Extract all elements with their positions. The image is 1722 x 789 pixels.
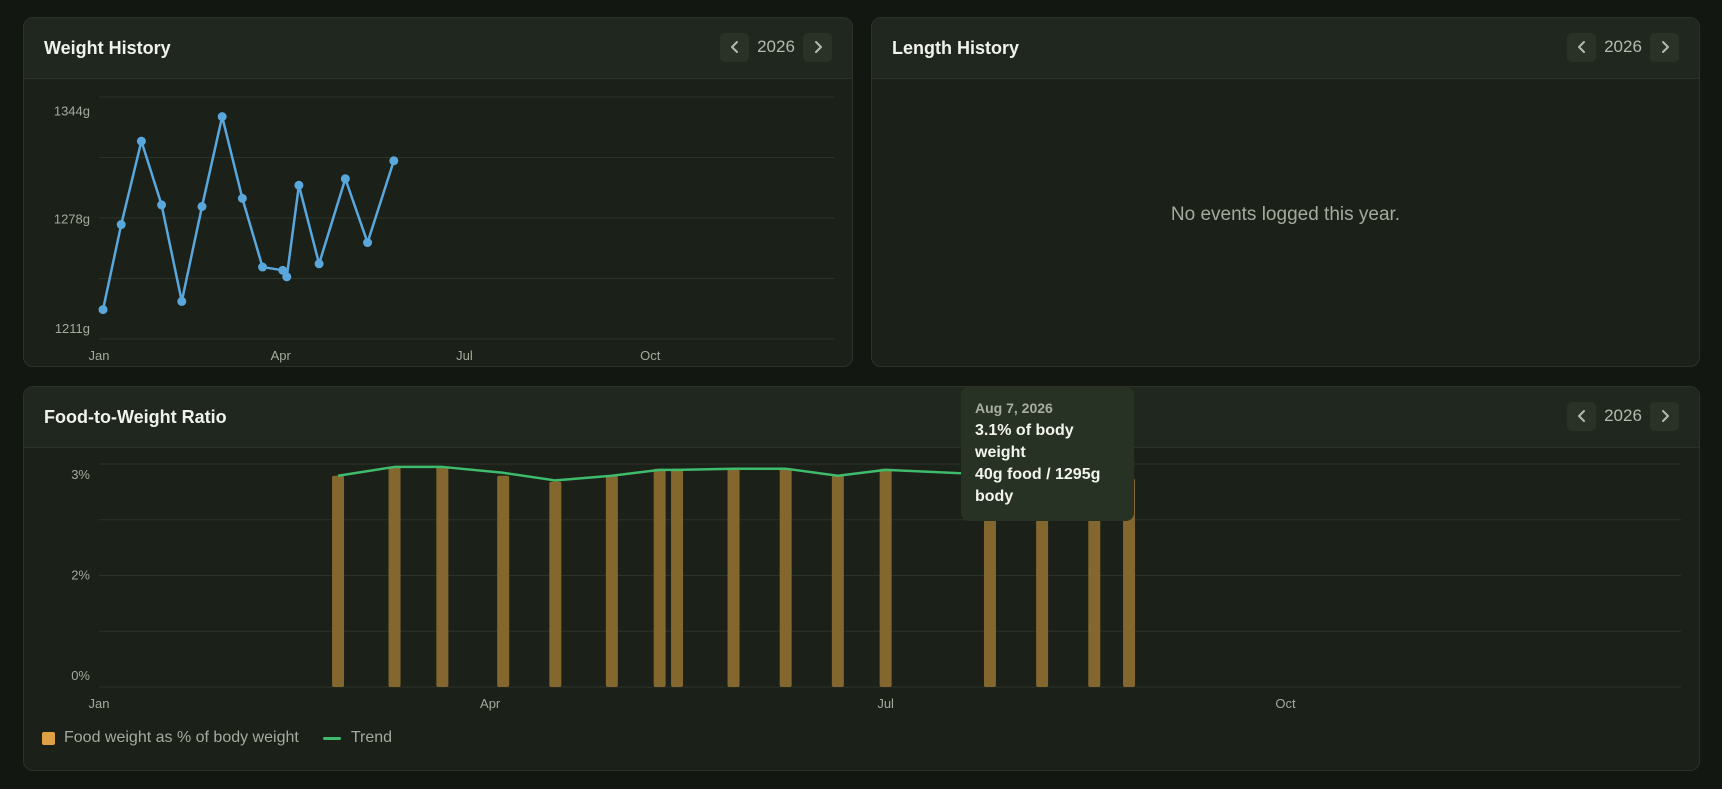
chevron-left-icon	[730, 41, 738, 53]
length-prev-year-button[interactable]	[1567, 32, 1596, 62]
length-next-year-button[interactable]	[1650, 32, 1679, 62]
length-history-header: Length History 2026	[872, 18, 1699, 79]
weight-history-card: Weight History 2026 1344g 1278g 1211g Jan Ap…	[23, 17, 853, 367]
chevron-right-icon	[1661, 410, 1669, 422]
weight-point	[177, 296, 187, 306]
weight-point	[278, 265, 288, 275]
chevron-right-icon	[814, 41, 822, 53]
chevron-right-icon	[1661, 41, 1669, 53]
food-ratio-chart: 3% 2% 0% Jan Apr Jul Oct	[71, 463, 1681, 711]
food-ratio-bar	[779, 468, 792, 687]
x-tick-label: Oct	[1275, 696, 1296, 711]
weight-year-label: 2026	[757, 37, 795, 56]
tooltip-date: Aug 7, 2026	[975, 400, 1053, 416]
food-ratio-bar	[1036, 469, 1049, 687]
food-ratio-title: Food-to-Weight Ratio	[44, 407, 227, 427]
food-ratio-bar	[1088, 478, 1101, 687]
y-tick-label: 1211g	[55, 321, 90, 336]
legend-item-trend[interactable]: Trend	[322, 729, 393, 747]
x-tick-label: Jul	[456, 348, 473, 363]
x-tick-label: Oct	[640, 348, 661, 363]
tooltip-ratio: 3.1% of body weight	[975, 422, 1074, 461]
food-ratio-card: Food-to-Weight Ratio 2026 3% 2% 0% Jan Apr Ju…	[23, 386, 1700, 771]
food-ratio-bar	[497, 475, 510, 687]
food-ratio-bar	[653, 468, 666, 687]
weight-point	[237, 193, 247, 203]
legend-label-bars: Food weight as % of body weight	[64, 729, 299, 746]
x-tick-label: Jan	[89, 696, 110, 711]
ratio-prev-year-button[interactable]	[1567, 401, 1596, 431]
weight-point	[389, 156, 399, 166]
weight-line	[101, 115, 395, 310]
weight-chart: 1344g 1278g 1211g Jan Apr Jul Oct	[54, 96, 834, 363]
food-ratio-bar	[671, 468, 684, 687]
y-tick-label: 1344g	[54, 104, 90, 119]
length-empty-message: No events logged this year.	[1170, 204, 1401, 225]
chevron-left-icon	[1577, 41, 1585, 53]
legend-item-bars[interactable]: Food weight as % of body weight	[42, 729, 299, 747]
food-ratio-bar	[727, 468, 740, 687]
legend-label-trend: Trend	[350, 729, 393, 746]
weight-point	[340, 174, 350, 184]
weight-point	[98, 305, 108, 315]
weight-point	[314, 259, 324, 269]
x-tick-label: Jan	[89, 348, 110, 363]
weight-point	[258, 262, 268, 272]
length-year-label: 2026	[1604, 37, 1642, 56]
chart-tooltip: Aug 7, 2026 3.1% of body weight 40g food…	[961, 387, 1134, 521]
food-ratio-bar	[605, 475, 618, 687]
food-ratio-bar	[831, 475, 844, 687]
food-ratio-bar	[983, 472, 996, 687]
x-tick-label: Jul	[877, 696, 894, 711]
chevron-left-icon	[1577, 410, 1585, 422]
y-tick-label: 1278g	[54, 211, 90, 226]
legend-swatch-trend	[322, 736, 341, 740]
weight-year-nav: 2026	[720, 32, 832, 62]
y-tick-label: 3%	[71, 467, 90, 482]
food-ratio-bar	[332, 475, 345, 687]
weight-point	[294, 180, 304, 190]
food-ratio-bar	[549, 481, 562, 687]
length-year-nav: 2026	[1567, 32, 1679, 62]
tooltip-food-body: 40g food / 1295g body	[975, 466, 1101, 505]
food-ratio-bar	[1123, 478, 1136, 687]
y-tick-label: 0%	[71, 668, 90, 683]
chart-legend: Food weight as % of body weight Trend	[42, 729, 416, 747]
ratio-next-year-button[interactable]	[1650, 401, 1679, 431]
length-history-card: Length History 2026 No events logged thi…	[871, 17, 1700, 367]
weight-point	[157, 200, 167, 210]
food-ratio-bar	[388, 466, 401, 687]
x-tick-label: Apr	[271, 348, 292, 363]
weight-point	[197, 202, 207, 212]
weight-point	[116, 220, 126, 230]
weight-point	[136, 136, 146, 146]
weight-history-header: Weight History 2026	[24, 18, 852, 79]
food-ratio-bar	[436, 466, 449, 687]
weight-next-year-button[interactable]	[803, 32, 832, 62]
legend-swatch-bars	[42, 731, 55, 745]
ratio-year-label: 2026	[1604, 406, 1642, 425]
weight-prev-year-button[interactable]	[720, 32, 749, 62]
weight-history-title: Weight History	[44, 38, 171, 58]
weight-point	[282, 272, 292, 282]
weight-point	[363, 238, 373, 248]
x-tick-label: Apr	[480, 696, 501, 711]
length-history-title: Length History	[892, 38, 1020, 58]
weight-point	[217, 112, 227, 122]
ratio-year-nav: 2026	[1567, 401, 1679, 431]
food-ratio-header: Food-to-Weight Ratio 2026	[24, 387, 1699, 448]
y-tick-label: 2%	[71, 568, 90, 583]
food-ratio-bar	[879, 468, 892, 687]
